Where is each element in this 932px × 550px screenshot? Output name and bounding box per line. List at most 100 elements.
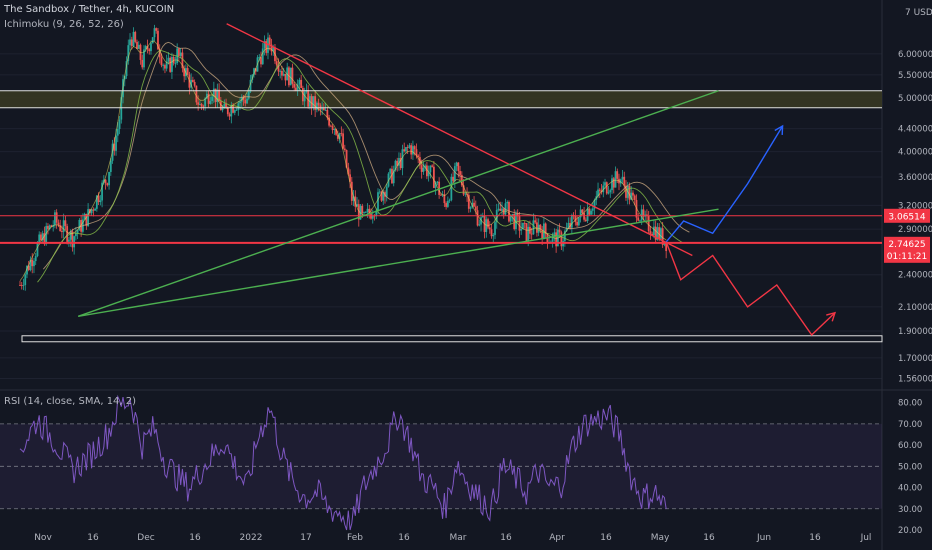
candle-body <box>413 146 416 150</box>
candle-body <box>120 97 123 120</box>
candle-body <box>385 186 388 197</box>
candle-body <box>591 208 594 211</box>
candle-body <box>78 219 81 231</box>
price-axis-label: 5.00000 <box>898 94 932 104</box>
candle-body <box>462 185 465 195</box>
candle-body <box>401 149 404 169</box>
candle-body <box>658 227 661 239</box>
candle-body <box>333 129 336 131</box>
candle-body <box>99 200 102 203</box>
candle-body <box>469 207 472 209</box>
candle-body <box>223 103 226 108</box>
candle-body <box>106 183 109 186</box>
candle-body <box>171 56 173 72</box>
candle-body <box>207 93 210 104</box>
candle-body <box>628 185 631 200</box>
candle-body <box>43 233 46 245</box>
senkou-span-b <box>42 41 690 270</box>
candle-body <box>389 168 392 174</box>
candle-body <box>368 208 371 214</box>
candle-body <box>525 223 528 242</box>
candle-body <box>331 126 334 131</box>
candle-body <box>41 233 44 241</box>
candle-body <box>141 59 144 68</box>
candle-body <box>293 83 296 88</box>
candle-body <box>584 219 587 221</box>
candle-body <box>179 52 182 56</box>
candle-body <box>200 104 203 107</box>
candle-body <box>380 191 383 201</box>
candle-body <box>148 49 151 52</box>
resistance-zone-fill <box>0 90 882 108</box>
candle-body <box>343 148 346 150</box>
candle-body <box>277 65 280 72</box>
trendline-red <box>226 23 693 257</box>
candle-body <box>415 149 418 156</box>
bearish-projection <box>665 241 836 336</box>
candle-body <box>197 102 200 105</box>
candle-body <box>254 68 257 72</box>
bullish-projection <box>665 125 784 243</box>
candle-body <box>460 174 463 186</box>
candle-body <box>508 201 510 222</box>
candle-body <box>295 87 297 91</box>
candle-body <box>216 89 219 102</box>
candle-body <box>134 31 137 42</box>
candle-body <box>195 85 198 103</box>
candle-body <box>371 215 374 219</box>
candle-body <box>490 229 493 237</box>
rsi-axis-label: 80.00 <box>898 399 922 409</box>
candle-body <box>281 70 283 76</box>
candle-body <box>104 179 107 184</box>
time-axis-label: 16 <box>87 533 99 543</box>
candle-body <box>541 230 544 239</box>
candle-body <box>108 171 110 186</box>
candle-body <box>205 93 208 99</box>
level-price-text: 3.06514 <box>888 212 925 222</box>
candle-body <box>97 195 100 203</box>
candle-body <box>226 107 229 115</box>
chart-title[interactable]: The Sandbox / Tether, 4h, KUCOIN <box>4 4 175 15</box>
candle-body <box>497 208 500 210</box>
candle-body <box>532 220 535 235</box>
candle-body <box>338 133 341 139</box>
candle-body <box>130 39 133 47</box>
candle-body <box>399 158 402 169</box>
price-axis[interactable]: 7 USDT 6.00000 5.50000 5.00000 4.40000 4.0000… <box>898 8 932 385</box>
candle-body <box>391 168 393 184</box>
candle-body <box>57 222 60 226</box>
candle-body <box>34 256 37 262</box>
candle-body <box>321 107 324 110</box>
time-axis[interactable]: Nov 16 Dec 16 2022 17 Feb 16 Mar 16 Apr 16 May 16 Jun 1… <box>34 533 871 543</box>
time-axis-label: Mar <box>450 533 467 543</box>
rsi-axis-label: 50.00 <box>898 462 922 472</box>
rsi-axis-label: 40.00 <box>898 484 922 494</box>
level-price-badge <box>884 208 930 223</box>
candle-body <box>426 165 428 177</box>
candle-body <box>588 208 591 215</box>
candle-body <box>392 170 395 184</box>
candle-body <box>267 37 269 53</box>
price-axis-label: 7 USDT <box>905 8 932 18</box>
candle-body <box>375 210 378 216</box>
candle-body <box>574 215 577 222</box>
candle-body <box>499 208 502 211</box>
candle-body <box>536 222 538 233</box>
candle-body <box>614 171 617 188</box>
time-axis-label: Feb <box>347 533 363 543</box>
time-axis-label: May <box>651 533 670 543</box>
rsi-legend[interactable]: RSI (14, close, SMA, 14, 2) <box>4 396 137 407</box>
candle-body <box>352 196 355 201</box>
candle-body <box>307 89 310 107</box>
candle-body <box>398 158 400 166</box>
ichimoku-legend[interactable]: Ichimoku (9, 26, 52, 26) <box>4 19 124 30</box>
candle-body <box>563 231 566 242</box>
candle-body <box>445 203 448 207</box>
candle-body <box>515 213 517 230</box>
candle-body <box>136 41 138 49</box>
candle-body <box>246 98 248 104</box>
candle-body <box>298 79 301 85</box>
candle-body <box>204 98 207 107</box>
candle-body <box>570 215 573 228</box>
tenkan-line <box>19 40 667 282</box>
